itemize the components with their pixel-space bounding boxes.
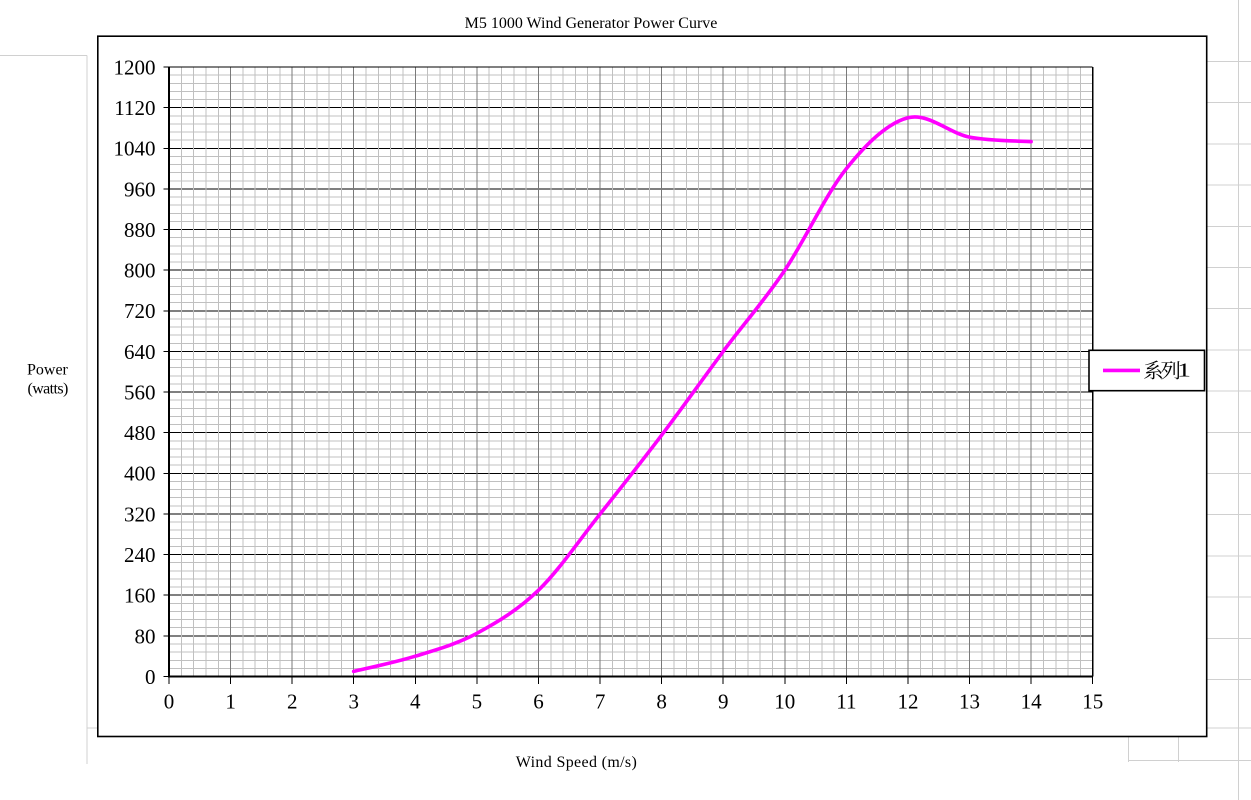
svg-text:3: 3 bbox=[348, 690, 359, 714]
svg-text:880: 880 bbox=[124, 218, 156, 242]
svg-text:0: 0 bbox=[145, 665, 156, 689]
svg-text:80: 80 bbox=[135, 624, 156, 648]
svg-text:11: 11 bbox=[836, 690, 856, 714]
svg-text:Wind Speed (m/s): Wind Speed (m/s) bbox=[516, 754, 637, 771]
svg-text:560: 560 bbox=[124, 381, 156, 405]
svg-text:720: 720 bbox=[124, 299, 156, 323]
svg-text:4: 4 bbox=[410, 690, 421, 714]
svg-text:9: 9 bbox=[718, 690, 729, 714]
svg-text:240: 240 bbox=[124, 543, 156, 567]
svg-text:400: 400 bbox=[124, 462, 156, 486]
svg-text:15: 15 bbox=[1082, 690, 1103, 714]
svg-text:(watts): (watts) bbox=[28, 381, 69, 398]
svg-text:160: 160 bbox=[124, 584, 156, 608]
svg-text:5: 5 bbox=[472, 690, 483, 714]
svg-text:M5 1000 Wind Generator Power C: M5 1000 Wind Generator Power Curve bbox=[465, 15, 718, 32]
svg-text:0: 0 bbox=[164, 690, 175, 714]
svg-text:1120: 1120 bbox=[114, 96, 155, 120]
svg-text:Power: Power bbox=[27, 362, 69, 379]
svg-text:14: 14 bbox=[1021, 690, 1043, 714]
svg-text:800: 800 bbox=[124, 259, 156, 283]
svg-text:2: 2 bbox=[287, 690, 298, 714]
svg-text:1200: 1200 bbox=[114, 55, 156, 79]
svg-text:1: 1 bbox=[225, 690, 236, 714]
svg-text:13: 13 bbox=[959, 690, 980, 714]
svg-text:1: 1 bbox=[1177, 359, 1191, 381]
svg-text:320: 320 bbox=[124, 502, 156, 526]
svg-text:960: 960 bbox=[124, 177, 156, 201]
svg-text:480: 480 bbox=[124, 421, 156, 445]
svg-text:1040: 1040 bbox=[114, 137, 156, 161]
svg-text:12: 12 bbox=[898, 690, 919, 714]
svg-text:10: 10 bbox=[774, 690, 795, 714]
svg-text:8: 8 bbox=[656, 690, 667, 714]
svg-text:6: 6 bbox=[533, 690, 544, 714]
svg-text:7: 7 bbox=[595, 690, 606, 714]
svg-text:640: 640 bbox=[124, 340, 156, 364]
